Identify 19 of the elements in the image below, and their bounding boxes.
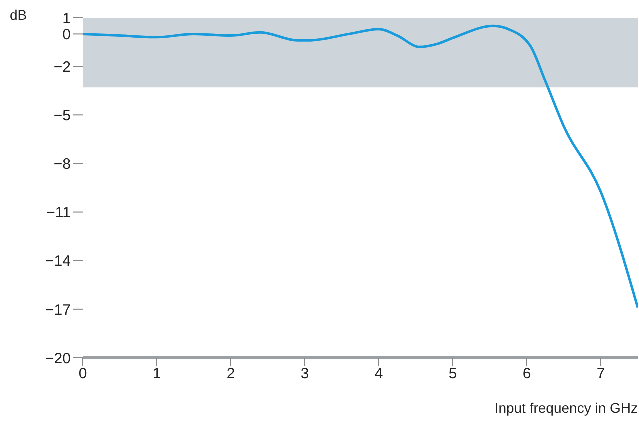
x-tick-label: 6 [522,366,532,383]
x-tick-label: 4 [374,366,384,383]
x-tick-label: 5 [448,366,458,383]
y-tick-label: −2 [54,58,71,76]
y-tick-label: −17 [46,302,71,319]
x-tick-label: 2 [226,366,236,383]
y-tick-label: −20 [46,350,71,368]
y-tick-label: −8 [54,156,71,174]
x-axis-title: Input frequency in GHz [494,400,638,416]
y-tick-label: 1 [62,10,71,28]
x-tick-label: 3 [300,366,310,383]
y-tick-label: −14 [46,253,71,270]
x-tick-label: 7 [596,366,606,383]
y-axis-title: dB [10,6,28,23]
x-tick-label: 1 [152,366,162,383]
x-tick-label: 0 [78,366,88,383]
y-tick-label: −11 [46,204,71,222]
y-tick-label: 0 [62,26,71,44]
y-tick-label: −5 [54,107,71,124]
